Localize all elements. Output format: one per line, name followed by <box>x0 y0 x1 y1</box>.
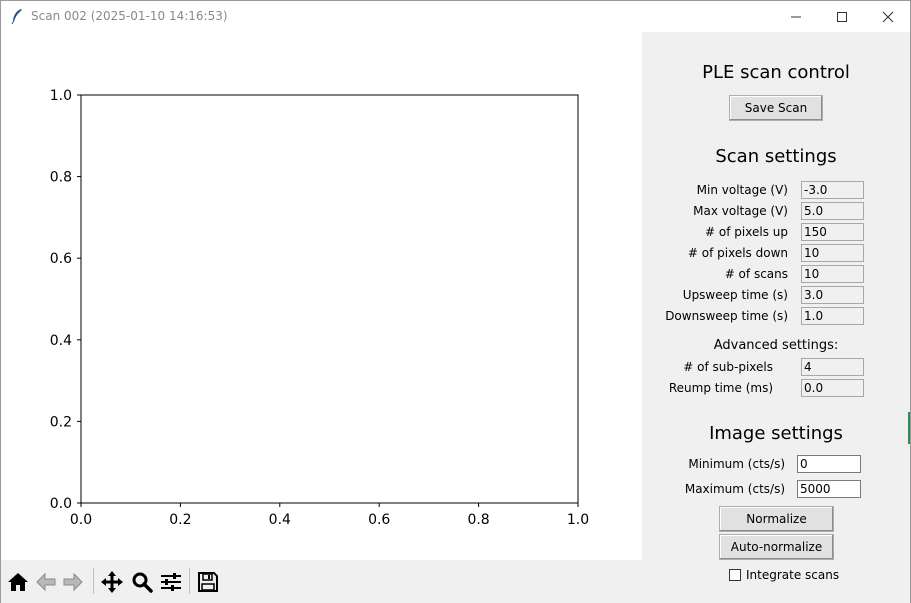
window-title: Scan 002 (2025-01-10 14:16:53) <box>31 9 228 23</box>
integrate-scans-label: Integrate scans <box>746 568 840 582</box>
setting-input[interactable]: 0 <box>797 455 861 473</box>
y-tick-label: 0.2 <box>50 414 72 430</box>
y-tick-label: 0.0 <box>50 496 72 512</box>
maximize-icon <box>837 11 847 22</box>
home-icon <box>8 573 28 591</box>
pan-button[interactable] <box>100 570 124 594</box>
setting-input[interactable]: 3.0 <box>801 286 864 304</box>
close-button[interactable] <box>865 1 911 32</box>
setting-label: Upsweep time (s) <box>682 288 788 302</box>
toolbar-separator <box>189 568 190 594</box>
advanced-settings-heading: Advanced settings: <box>713 338 839 353</box>
setting-label: # of pixels up <box>705 225 788 239</box>
close-icon <box>882 11 894 22</box>
plot-figure: 0.0 0.2 0.4 0.6 0.8 1.0 0.0 0.2 0.4 0.6 0.8 1.0 <box>50 88 589 528</box>
feather-icon <box>10 8 24 25</box>
maximize-button[interactable] <box>819 1 865 32</box>
setting-label: # of pixels down <box>687 246 788 260</box>
plot-canvas[interactable]: 0.0 0.2 0.4 0.6 0.8 1.0 0.0 0.2 0.4 0.6 0.8 1.0 <box>1 32 642 560</box>
minimize-button[interactable] <box>773 1 819 32</box>
y-tick-label: 1.0 <box>50 88 72 104</box>
setting-label: # of sub-pixels <box>683 360 773 374</box>
setting-label: Maximum (cts/s) <box>684 482 785 496</box>
title-bar: Scan 002 (2025-01-10 14:16:53) <box>1 1 910 32</box>
forward-button[interactable] <box>61 570 85 594</box>
panel-edge-mark <box>908 412 910 444</box>
image-settings-heading: Image settings <box>709 423 843 444</box>
setting-input[interactable]: 150 <box>801 223 864 241</box>
setting-label: Min voltage (V) <box>696 183 788 197</box>
back-icon <box>36 572 56 592</box>
x-tick-label: 0.2 <box>169 512 191 528</box>
x-tick-label: 0.0 <box>70 512 92 528</box>
setting-input[interactable]: 10 <box>801 244 864 262</box>
forward-icon <box>63 572 83 592</box>
configure-icon <box>161 573 181 591</box>
y-tick-label: 0.8 <box>50 170 72 186</box>
save-scan-button[interactable]: Save Scan <box>729 95 823 121</box>
control-panel: PLE scan control Save Scan Scan settings… <box>642 32 910 603</box>
toolbar-separator <box>93 568 94 594</box>
setting-input[interactable]: 5000 <box>797 480 861 498</box>
back-button[interactable] <box>34 570 58 594</box>
x-tick-label: 0.6 <box>368 512 390 528</box>
pan-icon <box>101 571 123 593</box>
save-figure-button[interactable] <box>196 570 220 594</box>
setting-input[interactable]: 1.0 <box>801 307 864 325</box>
setting-input[interactable]: -3.0 <box>801 181 864 199</box>
navigation-toolbar <box>1 560 642 603</box>
auto-normalize-button[interactable]: Auto-normalize <box>719 534 834 560</box>
configure-button[interactable] <box>159 570 183 594</box>
zoom-button[interactable] <box>130 570 154 594</box>
setting-label: Reump time (ms) <box>668 381 773 395</box>
home-button[interactable] <box>6 570 30 594</box>
normalize-button[interactable]: Normalize <box>719 506 834 532</box>
y-tick-label: 0.4 <box>50 333 72 349</box>
setting-label: # of scans <box>724 267 788 281</box>
setting-label: Minimum (cts/s) <box>688 457 785 471</box>
x-tick-label: 0.4 <box>269 512 291 528</box>
panel-title: PLE scan control <box>702 62 850 83</box>
x-tick-label: 0.8 <box>467 512 489 528</box>
axes-frame <box>80 94 579 504</box>
zoom-icon <box>132 572 153 593</box>
scan-settings-heading: Scan settings <box>715 146 837 167</box>
setting-input[interactable]: 4 <box>801 358 864 376</box>
integrate-scans-checkbox[interactable] <box>729 569 741 581</box>
minimize-icon <box>791 16 801 17</box>
x-tick-label: 1.0 <box>567 512 589 528</box>
save-icon <box>198 572 218 592</box>
setting-input[interactable]: 10 <box>801 265 864 283</box>
setting-input[interactable]: 5.0 <box>801 202 864 220</box>
setting-input[interactable]: 0.0 <box>801 379 864 397</box>
setting-label: Downsweep time (s) <box>665 309 788 323</box>
y-tick-label: 0.6 <box>50 251 72 267</box>
setting-label: Max voltage (V) <box>693 204 788 218</box>
